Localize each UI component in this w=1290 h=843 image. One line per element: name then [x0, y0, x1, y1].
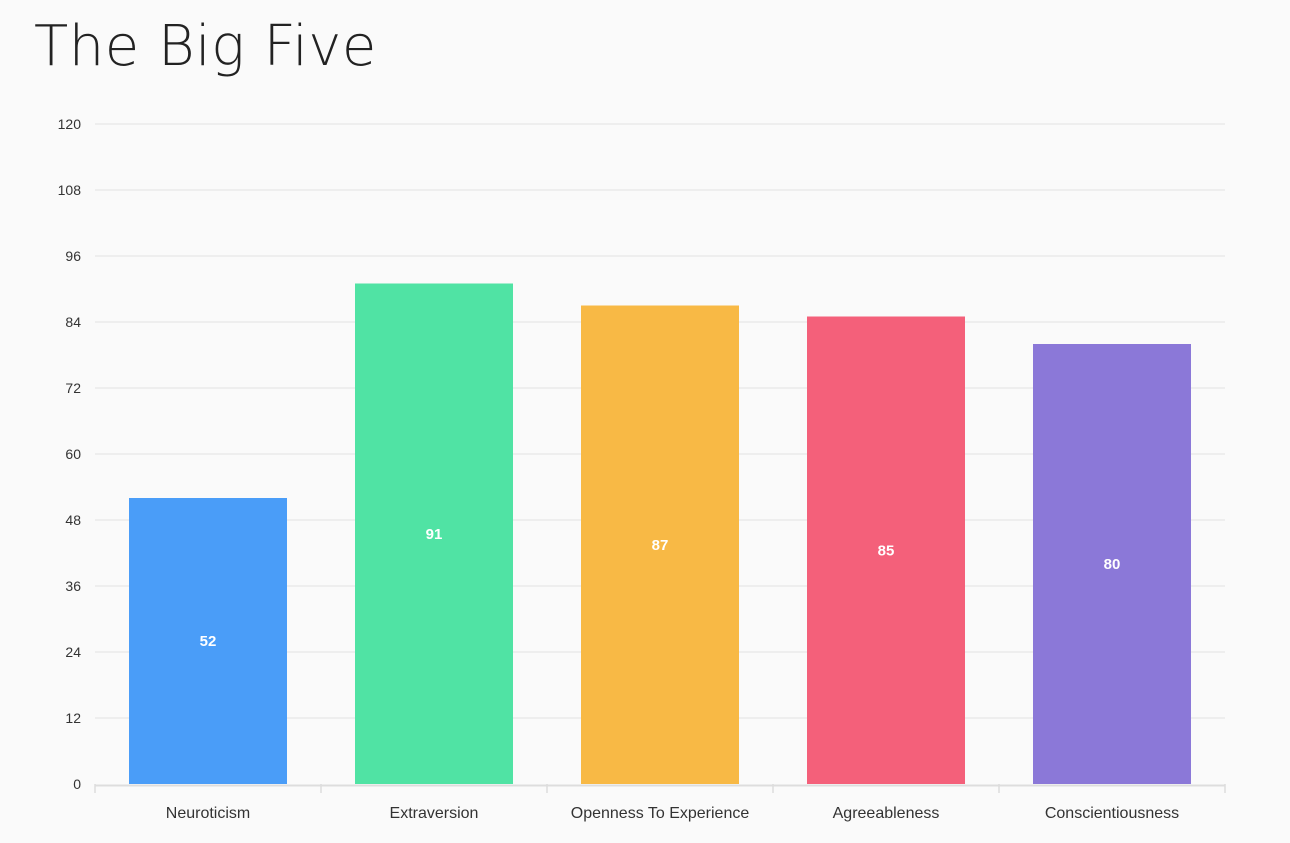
y-tick-label: 72	[65, 380, 81, 396]
y-tick-label: 120	[58, 116, 82, 132]
bar-agreeableness	[807, 316, 965, 784]
y-tick-label: 12	[65, 710, 81, 726]
x-tick-label: Conscientiousness	[1045, 805, 1179, 822]
bars	[129, 283, 1191, 784]
y-tick-label: 96	[65, 248, 81, 264]
bar-conscientiousness	[1033, 344, 1191, 784]
x-tick-label: Openness To Experience	[571, 805, 750, 822]
y-tick-label: 84	[65, 314, 81, 330]
bar-neuroticism	[129, 498, 287, 784]
data-label: 87	[652, 537, 669, 554]
y-tick-label: 24	[65, 644, 81, 660]
bar-extraversion	[355, 283, 513, 784]
y-tick-label: 0	[73, 776, 81, 792]
data-label: 52	[200, 633, 217, 650]
y-tick-label: 48	[65, 512, 81, 528]
data-label: 91	[426, 526, 443, 543]
x-tick-label: Extraversion	[390, 805, 479, 822]
x-tick-label: Neuroticism	[166, 805, 250, 822]
data-labels: 52 91 87 85 80	[200, 526, 1121, 650]
chart-title: The Big Five	[34, 14, 377, 79]
data-label: 85	[878, 542, 895, 559]
x-axis-labels: Neuroticism Extraversion Openness To Exper…	[166, 805, 1179, 822]
x-axis	[94, 784, 1226, 793]
x-tick-label: Agreeableness	[833, 805, 940, 822]
bar-openness-to-experience	[581, 305, 739, 784]
y-axis-ticks: 0 12 24 36 48 60 72 84 96 108 120	[58, 116, 82, 792]
data-label: 80	[1104, 556, 1121, 573]
y-tick-label: 60	[65, 446, 81, 462]
y-tick-label: 36	[65, 578, 81, 594]
y-tick-label: 108	[58, 182, 82, 198]
